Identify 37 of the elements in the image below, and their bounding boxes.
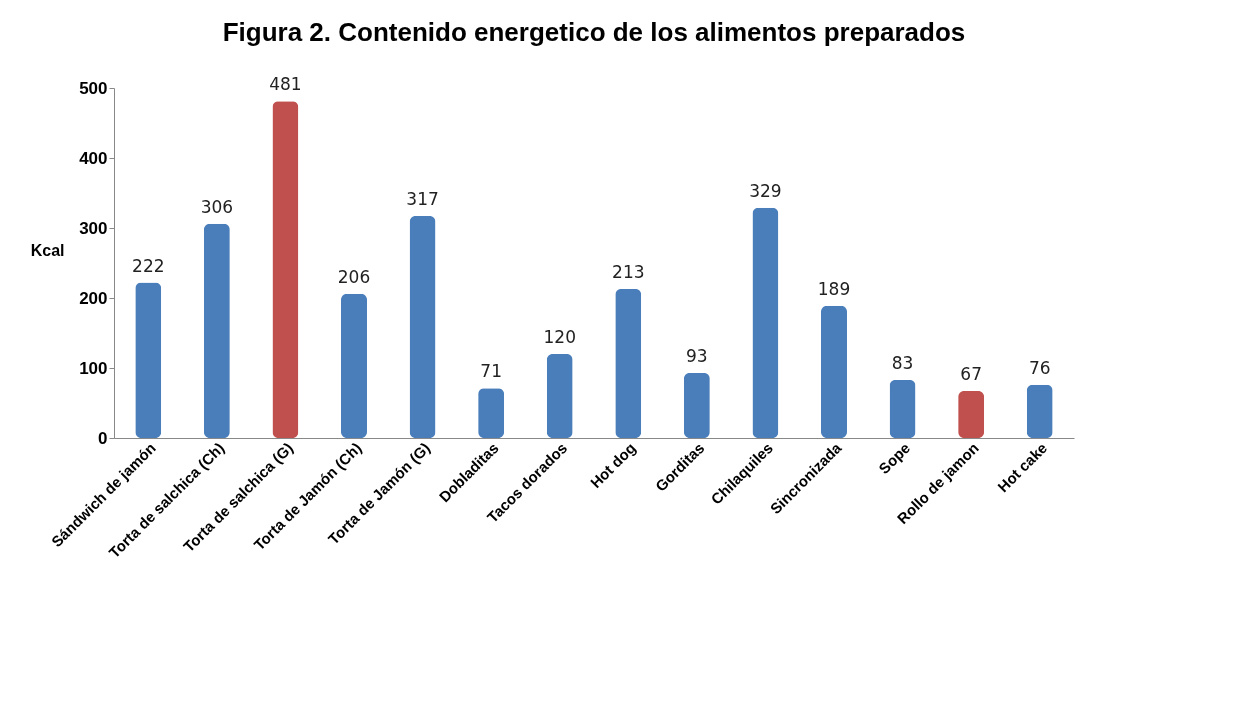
data-label: 317: [406, 189, 439, 210]
y-tick-label: 400: [79, 148, 108, 168]
data-label: 76: [1028, 357, 1051, 378]
x-tick-label: Hot dog: [586, 439, 639, 492]
data-label: 83: [891, 352, 914, 373]
bar: [546, 354, 573, 438]
bar: [683, 372, 710, 438]
data-label: 67: [960, 364, 982, 385]
y-tick-label: 200: [79, 288, 108, 308]
bar: [478, 388, 505, 438]
bar: [409, 216, 436, 438]
data-label: 329: [749, 180, 782, 201]
y-tick-label: 300: [79, 218, 108, 238]
y-axis-title: Kcal: [30, 241, 65, 259]
bar: [203, 223, 230, 438]
data-label: 481: [269, 74, 302, 95]
bar: [1026, 384, 1053, 438]
bar: [821, 305, 847, 438]
bar: [615, 288, 642, 438]
data-label: 206: [337, 266, 371, 287]
bar: [752, 207, 779, 438]
bar: [272, 101, 299, 438]
bar: [135, 282, 162, 438]
data-label: 71: [480, 361, 502, 382]
bar: [889, 379, 916, 438]
data-label: 213: [612, 261, 645, 282]
data-label: 306: [200, 196, 234, 217]
data-label: 189: [817, 278, 851, 299]
data-label: 93: [686, 345, 708, 366]
y-tick-label: 0: [98, 428, 108, 448]
data-label: 120: [543, 327, 576, 347]
bar: [958, 391, 985, 438]
data-label: 222: [132, 255, 165, 276]
bar: [341, 293, 367, 438]
y-tick-label: 100: [79, 358, 108, 378]
chart-title: Figura 2. Contenido energetico de los alimentos preparados: [222, 17, 966, 48]
y-tick-label: 500: [79, 78, 108, 98]
